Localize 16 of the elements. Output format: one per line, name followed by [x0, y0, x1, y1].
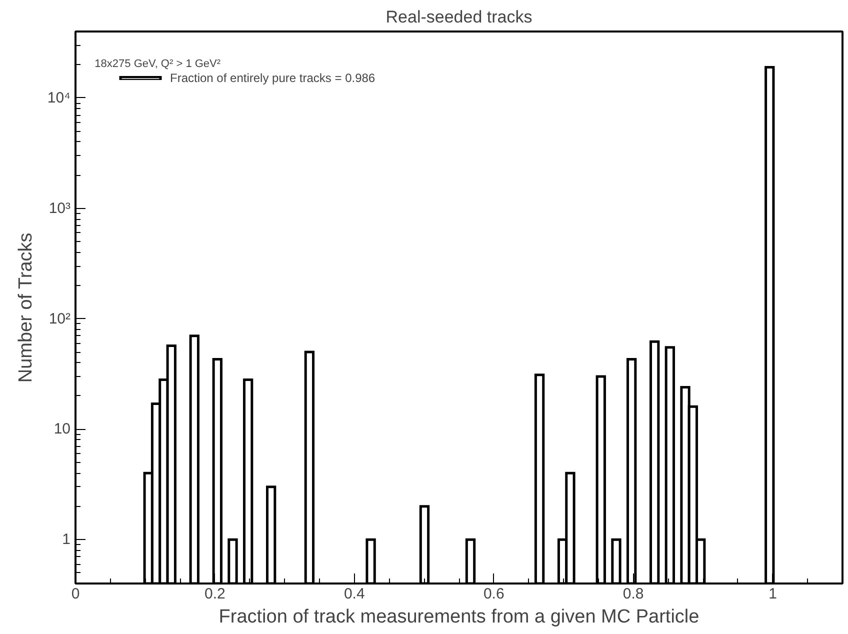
y-tick-label: 10² [48, 310, 71, 328]
x-axis-title: Fraction of track measurements from a given MC Particle [218, 606, 700, 628]
x-tick-label: 0.2 [204, 586, 226, 602]
x-tick-label: 1 [768, 586, 777, 602]
x-tick-label: 0.4 [344, 586, 365, 602]
x-tick-label: 0 [71, 586, 80, 602]
annotation: 18x275 GeV, Q² > 1 GeV² [94, 58, 221, 70]
y-tick-label: 10³ [48, 200, 71, 217]
x-tick-label: 0.6 [483, 586, 504, 602]
x-tick-label: 0.8 [622, 586, 644, 602]
legend-label: Fraction of entirely pure tracks = 0.986 [170, 71, 376, 85]
y-axis-title: Number of Tracks [15, 232, 36, 383]
y-tick-label: 10⁴ [47, 89, 71, 106]
y-tick-label: 10 [54, 420, 71, 438]
chart-title: Real-seeded tracks [386, 8, 532, 26]
y-tick-label: 1 [62, 531, 70, 548]
